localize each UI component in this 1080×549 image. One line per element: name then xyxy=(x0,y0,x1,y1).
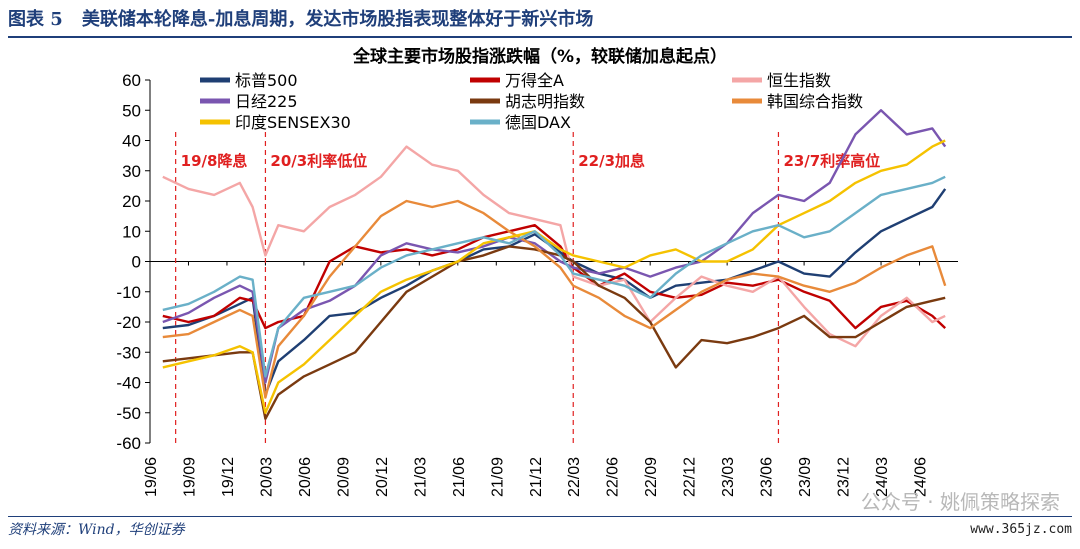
y-tick-label: 0 xyxy=(132,253,141,272)
site-url: www.365jz.com xyxy=(970,522,1072,537)
legend-label: 胡志明指数 xyxy=(505,92,585,111)
legend-label: 标普500 xyxy=(235,71,298,90)
y-tick-label: 10 xyxy=(122,222,141,241)
legend-label: 韩国综合指数 xyxy=(767,92,863,111)
event-label: 23/7利率高位 xyxy=(783,152,880,170)
x-tick-label: 23/12 xyxy=(836,457,853,497)
x-tick-label: 22/12 xyxy=(682,457,699,497)
legend-label: 万得全A xyxy=(505,71,564,90)
x-tick-label: 20/06 xyxy=(297,457,314,497)
event-label: 19/8降息 xyxy=(181,152,248,170)
figure-caption: 美联储本轮降息-加息周期，发达市场股指表现整体好于新兴市场 xyxy=(81,9,594,30)
y-tick-label: 30 xyxy=(122,162,141,181)
x-tick-label: 21/12 xyxy=(528,457,545,497)
x-tick-label: 24/06 xyxy=(913,457,930,497)
x-tick-label: 23/09 xyxy=(797,457,814,497)
y-tick-label: 40 xyxy=(122,132,141,151)
x-tick-label: 22/03 xyxy=(566,457,583,497)
x-tick-label: 23/06 xyxy=(759,457,776,497)
y-tick-label: 50 xyxy=(122,101,141,120)
x-tick-label: 19/09 xyxy=(181,457,198,497)
y-tick-label: -20 xyxy=(116,313,141,332)
series-line xyxy=(162,139,946,414)
x-tick-label: 22/09 xyxy=(643,457,660,497)
x-tick-label: 22/06 xyxy=(605,457,622,497)
event-label: 22/3加息 xyxy=(578,152,645,170)
x-tick-label: 20/09 xyxy=(335,457,352,497)
y-tick-label: -50 xyxy=(116,404,141,423)
y-tick-label: -40 xyxy=(116,374,141,393)
x-tick-label: 20/03 xyxy=(258,457,275,497)
index-performance-chart: 全球主要市场股指涨跌幅（%，较联储加息起点） -60 -50 -40 -30 -20 -10… xyxy=(116,46,958,497)
figure-header: 图表 5 美联储本轮降息-加息周期，发达市场股指表现整体好于新兴市场 xyxy=(8,6,1072,38)
chart-title: 全球主要市场股指涨跌幅（%，较联储加息起点） xyxy=(352,46,727,67)
watermark: 公众号 · 姚佩策略探索 xyxy=(860,490,1060,514)
x-tick-label: 21/03 xyxy=(412,457,429,497)
legend-label: 德国DAX xyxy=(505,113,571,132)
x-tick-label: 21/09 xyxy=(489,457,506,497)
series-line xyxy=(162,245,946,420)
x-tick-label: 21/06 xyxy=(451,457,468,497)
source-bar: 资料来源：Wind，华创证券 xyxy=(8,516,1072,547)
y-tick-label: -30 xyxy=(116,343,141,362)
x-tick-label: 20/12 xyxy=(374,457,391,497)
series-line xyxy=(162,223,947,330)
x-tick-label: 23/03 xyxy=(720,457,737,497)
y-tick-label: 60 xyxy=(122,71,141,90)
x-tick-label: 19/12 xyxy=(220,457,237,497)
legend-label: 恒生指数 xyxy=(767,71,831,90)
event-label: 20/3利率低位 xyxy=(270,152,367,170)
series-line xyxy=(162,199,947,399)
x-tick-label: 19/06 xyxy=(143,457,160,497)
series-line xyxy=(162,175,946,378)
figure-label: 图表 5 xyxy=(8,9,63,30)
legend-label: 日经225 xyxy=(235,92,298,111)
y-tick-label: -10 xyxy=(116,283,141,302)
series-line xyxy=(162,145,946,348)
x-tick-label: 24/03 xyxy=(874,457,891,497)
y-tick-label: -60 xyxy=(116,434,141,453)
source-note: 资料来源：Wind，华创证券 xyxy=(8,522,185,538)
y-tick-label: 20 xyxy=(122,192,141,211)
legend-label: 印度SENSEX30 xyxy=(235,113,351,132)
